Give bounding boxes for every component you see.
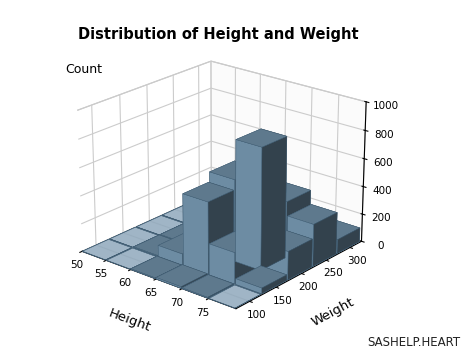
Text: SASHELP.HEART: SASHELP.HEART — [368, 336, 461, 349]
Y-axis label: Weight: Weight — [309, 295, 357, 329]
X-axis label: Height: Height — [106, 307, 152, 334]
Title: Distribution of Height and Weight: Distribution of Height and Weight — [78, 27, 359, 42]
Text: Count: Count — [65, 63, 102, 75]
